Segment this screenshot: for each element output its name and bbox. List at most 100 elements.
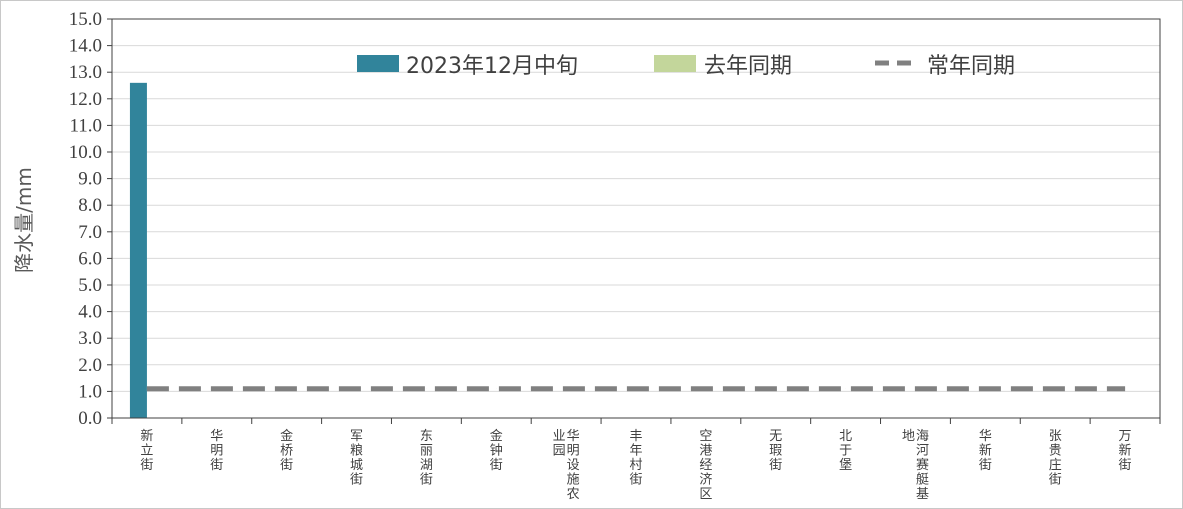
plot-area-border bbox=[111, 18, 1161, 419]
category-label-char: 街 bbox=[1119, 458, 1132, 473]
gridlines bbox=[112, 45, 1160, 392]
y-tick-label: 6.0 bbox=[78, 248, 102, 269]
category-label-char: 艇 bbox=[916, 473, 929, 488]
category-label: 金钟街 bbox=[490, 428, 503, 473]
category-label-char: 新 bbox=[979, 443, 992, 459]
category-label-char: 无 bbox=[769, 429, 782, 444]
category-label-char: 明 bbox=[210, 444, 223, 459]
legend-label-last-year: 去年同期 bbox=[704, 54, 792, 79]
y-tick-label: 11.0 bbox=[69, 115, 102, 136]
bars bbox=[129, 82, 147, 418]
category-label-char: 街 bbox=[420, 473, 433, 488]
category-label-char: 街 bbox=[210, 458, 223, 473]
category-label-char: 设 bbox=[567, 458, 580, 473]
category-label-char: 万 bbox=[1119, 429, 1132, 444]
category-label-char: 于 bbox=[839, 444, 852, 459]
legend-label-normal: 常年同期 bbox=[927, 54, 1015, 79]
category-label-char: 金 bbox=[280, 428, 293, 444]
category-label-char: 空 bbox=[699, 429, 712, 444]
category-label-char: 北 bbox=[839, 429, 852, 444]
category-label-char: 园 bbox=[553, 444, 566, 459]
y-tick-label: 5.0 bbox=[78, 275, 102, 296]
category-label-char: 赛 bbox=[916, 457, 929, 473]
category-label: 万新街 bbox=[1119, 429, 1132, 473]
category-label-char: 丰 bbox=[629, 429, 642, 444]
y-tick-label: 9.0 bbox=[78, 169, 102, 190]
category-label-char: 农 bbox=[567, 487, 580, 502]
category-label-char: 区 bbox=[699, 487, 712, 502]
y-tick-label: 8.0 bbox=[78, 195, 102, 216]
category-label-char: 粮 bbox=[350, 444, 363, 459]
y-tick-label: 14.0 bbox=[69, 36, 102, 57]
category-label-char: 城 bbox=[350, 458, 363, 473]
category-label: 金桥街 bbox=[280, 428, 293, 473]
category-label-char: 海 bbox=[916, 429, 929, 444]
y-tick-label: 3.0 bbox=[78, 328, 102, 349]
category-label-char: 街 bbox=[979, 458, 992, 473]
y-axis-ticks: 0.0 1.0 2.0 3.0 4.0 5.0 6.0 7.0 8.0 9.0 10.0 11.0 12… bbox=[69, 9, 112, 429]
category-label-char: 华 bbox=[210, 429, 223, 444]
category-label-char: 钟 bbox=[490, 443, 503, 459]
category-label-char: 年 bbox=[629, 444, 642, 459]
category-label-char: 施 bbox=[567, 473, 580, 488]
category-label-char: 明 bbox=[567, 444, 580, 459]
category-label: 北于堡 bbox=[839, 429, 852, 473]
legend-swatch-current bbox=[357, 55, 399, 72]
y-tick-label: 4.0 bbox=[78, 302, 102, 323]
category-label-char: 街 bbox=[350, 473, 363, 488]
category-label-char: 村 bbox=[629, 458, 642, 473]
category-label-char: 街 bbox=[769, 458, 782, 473]
legend-swatch-last-year bbox=[654, 55, 696, 72]
y-tick-label: 0.0 bbox=[78, 408, 102, 429]
x-axis-labels: 新立街华明街金桥街军粮城街东丽湖街金钟街业园华明设施农丰年村街空港经济区无瑕街北… bbox=[140, 428, 1131, 502]
bar-current bbox=[129, 82, 147, 418]
category-label-char: 河 bbox=[916, 444, 929, 459]
category-label-char: 街 bbox=[629, 473, 642, 488]
category-label-char: 街 bbox=[1049, 473, 1062, 488]
category-label-char: 瑕 bbox=[769, 444, 782, 459]
category-label-char: 立 bbox=[140, 444, 153, 459]
y-tick-label: 7.0 bbox=[78, 222, 102, 243]
y-tick-label: 12.0 bbox=[69, 89, 102, 110]
category-label: 新立街 bbox=[140, 428, 153, 473]
category-label-char: 街 bbox=[280, 458, 293, 473]
category-label-char: 庄 bbox=[1049, 457, 1062, 473]
category-label-char: 贵 bbox=[1049, 444, 1062, 459]
category-label: 地海河赛艇基 bbox=[902, 429, 929, 502]
y-tick-label: 1.0 bbox=[78, 381, 102, 402]
y-tick-label: 13.0 bbox=[69, 62, 102, 83]
category-label-char: 丽 bbox=[420, 444, 433, 459]
category-label-char: 新 bbox=[1119, 443, 1132, 459]
legend: 2023年12月中旬 去年同期 常年同期 bbox=[357, 54, 1015, 79]
category-label-char: 堡 bbox=[839, 457, 852, 473]
category-label-char: 桥 bbox=[280, 444, 293, 459]
category-label-char: 业 bbox=[553, 429, 566, 444]
y-tick-label: 2.0 bbox=[78, 355, 102, 376]
category-label-char: 经 bbox=[699, 458, 712, 473]
category-label-char: 街 bbox=[490, 458, 503, 473]
category-label-char: 张 bbox=[1049, 429, 1062, 444]
category-label-char: 新 bbox=[140, 428, 153, 444]
category-label-char: 基 bbox=[916, 487, 929, 502]
legend-label-current: 2023年12月中旬 bbox=[406, 54, 578, 79]
category-label-char: 华 bbox=[979, 429, 992, 444]
category-label-char: 街 bbox=[140, 458, 153, 473]
x-axis-ticks bbox=[111, 418, 1161, 424]
category-label: 无瑕街 bbox=[769, 429, 782, 473]
category-label-char: 华 bbox=[567, 429, 580, 444]
y-axis-label: 降水量/mm bbox=[12, 167, 36, 273]
category-label-char: 地 bbox=[902, 429, 915, 444]
category-label-char: 金 bbox=[490, 428, 503, 444]
category-label: 华新街 bbox=[979, 429, 992, 473]
category-label-char: 湖 bbox=[420, 458, 433, 473]
category-label-char: 港 bbox=[699, 444, 712, 459]
category-label-char: 军 bbox=[350, 429, 363, 444]
category-label-char: 济 bbox=[699, 473, 712, 488]
